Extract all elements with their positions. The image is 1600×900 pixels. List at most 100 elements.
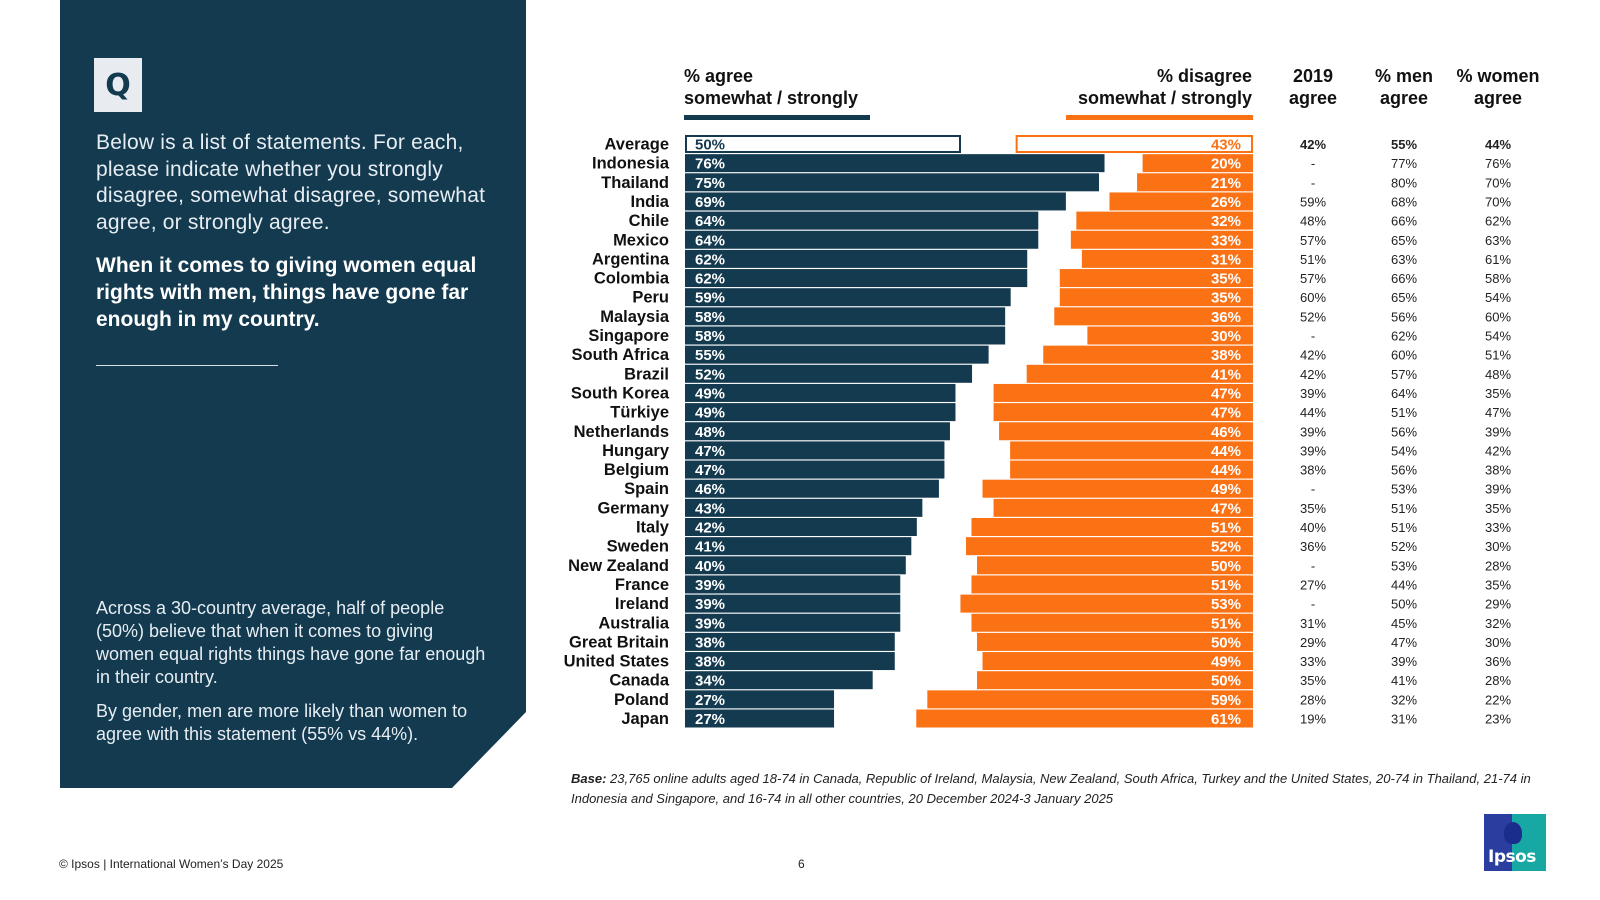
category-label-netherlands: Netherlands xyxy=(574,423,669,441)
disagree-bar-great-britain xyxy=(977,632,1253,651)
disagree-bar-peru xyxy=(1059,288,1253,307)
value-men-malaysia: 56% xyxy=(1391,309,1417,324)
agree-value-singapore: 58% xyxy=(695,328,725,345)
disagree-bar-canada xyxy=(977,671,1253,690)
disagree-value-united-states: 49% xyxy=(1211,654,1241,671)
agree-value-brazil: 52% xyxy=(695,366,725,383)
col-header-2019: 2019 agree xyxy=(1258,65,1368,109)
agree-bar-poland xyxy=(685,690,835,709)
disagree-value-india: 26% xyxy=(1211,194,1241,211)
value-men-peru: 65% xyxy=(1391,290,1417,305)
value-women-india: 70% xyxy=(1485,194,1511,209)
value-men-colombia: 66% xyxy=(1391,271,1417,286)
col-header-2019-line-2: agree xyxy=(1288,88,1338,108)
agree-bar-malaysia xyxy=(685,307,1006,326)
agree-value-united-states: 38% xyxy=(695,654,725,671)
agree-bar-united-states xyxy=(685,652,895,671)
agree-bar-spain xyxy=(685,479,939,498)
value-men-thailand: 80% xyxy=(1391,175,1417,190)
value-2019-average: 42% xyxy=(1300,137,1326,152)
category-label-indonesia: Indonesia xyxy=(592,155,670,173)
agree-bar-ireland xyxy=(685,594,901,613)
value-women-colombia: 58% xyxy=(1485,271,1511,286)
disagree-bar-mexico xyxy=(1070,230,1253,249)
disagree-bar-brazil xyxy=(1026,364,1253,383)
agree-bar-hungary xyxy=(685,441,945,460)
disagree-value-chile: 32% xyxy=(1211,213,1241,230)
value-women-australia: 32% xyxy=(1485,616,1511,631)
agree-value-chile: 64% xyxy=(695,213,725,230)
category-label-peru: Peru xyxy=(632,289,669,307)
disagree-value-peru: 35% xyxy=(1211,290,1241,307)
agree-value-netherlands: 48% xyxy=(695,424,725,441)
agree-value-thailand: 75% xyxy=(695,175,725,192)
disagree-bar-t-rkiye xyxy=(993,403,1253,422)
col-header-women-line-1: % women xyxy=(1456,66,1540,86)
disagree-bar-australia xyxy=(971,613,1253,632)
disagree-value-singapore: 30% xyxy=(1211,328,1241,345)
disagree-value-australia: 51% xyxy=(1211,615,1241,632)
value-men-hungary: 54% xyxy=(1391,443,1417,458)
question-icon: Q xyxy=(94,58,142,112)
disagree-value-new-zealand: 50% xyxy=(1211,558,1241,575)
disagree-bar-india xyxy=(1109,192,1253,211)
agree-bar-south-korea xyxy=(685,383,956,402)
agree-header-line-2: somewhat / strongly xyxy=(684,88,859,108)
disagree-value-spain: 49% xyxy=(1211,481,1241,498)
agree-value-south-korea: 49% xyxy=(695,385,725,402)
value-men-t-rkiye: 51% xyxy=(1391,405,1417,420)
agree-bar-t-rkiye xyxy=(685,403,956,422)
value-men-netherlands: 56% xyxy=(1391,424,1417,439)
summary-paragraph-2: By gender, men are more likely than wome… xyxy=(96,701,468,744)
value-women-mexico: 63% xyxy=(1485,233,1511,248)
value-men-average: 55% xyxy=(1391,137,1417,152)
value-men-argentina: 63% xyxy=(1391,252,1417,267)
disagree-bar-germany xyxy=(993,498,1253,517)
agree-bar-new-zealand xyxy=(685,556,906,575)
agree-value-ireland: 39% xyxy=(695,596,725,613)
value-men-france: 44% xyxy=(1391,577,1417,592)
category-label-singapore: Singapore xyxy=(588,327,669,345)
agree-bar-average xyxy=(685,135,961,153)
category-label-france: France xyxy=(615,576,669,594)
value-women-argentina: 61% xyxy=(1485,252,1511,267)
disagree-bar-belgium xyxy=(1010,460,1253,479)
value-women-south-africa: 51% xyxy=(1485,348,1511,363)
disagree-value-germany: 47% xyxy=(1211,500,1241,517)
agree-bar-indonesia xyxy=(685,154,1105,173)
disagree-bar-average xyxy=(1015,135,1254,153)
agree-bar-chile xyxy=(685,211,1039,230)
value-2019-mexico: 57% xyxy=(1300,233,1326,248)
agree-value-colombia: 62% xyxy=(695,271,725,288)
disagree-value-hungary: 44% xyxy=(1211,443,1241,460)
agree-value-t-rkiye: 49% xyxy=(695,405,725,422)
disagree-value-mexico: 33% xyxy=(1211,232,1241,249)
agree-value-spain: 46% xyxy=(695,481,725,498)
agree-bar-south-africa xyxy=(685,345,989,364)
disagree-value-poland: 59% xyxy=(1211,692,1241,709)
value-men-singapore: 62% xyxy=(1391,329,1417,344)
value-2019-great-britain: 29% xyxy=(1300,635,1326,650)
question-intro: Below is a list of statements. For each,… xyxy=(96,131,486,234)
value-men-australia: 45% xyxy=(1391,616,1417,631)
value-women-hungary: 42% xyxy=(1485,443,1511,458)
agree-bar-sweden xyxy=(685,537,912,556)
value-2019-colombia: 57% xyxy=(1300,271,1326,286)
value-2019-argentina: 51% xyxy=(1300,252,1326,267)
agree-bar-netherlands xyxy=(685,422,950,441)
col-header-women: % women agree xyxy=(1443,65,1553,109)
value-2019-t-rkiye: 44% xyxy=(1300,405,1326,420)
value-2019-australia: 31% xyxy=(1300,616,1326,631)
copyright: © Ipsos | International Women’s Day 2025 xyxy=(59,857,284,871)
disagree-value-thailand: 21% xyxy=(1211,175,1241,192)
value-men-great-britain: 47% xyxy=(1391,635,1417,650)
disagree-value-colombia: 35% xyxy=(1211,271,1241,288)
disagree-bar-colombia xyxy=(1059,269,1253,288)
agree-value-peru: 59% xyxy=(695,290,725,307)
value-2019-ireland: - xyxy=(1311,597,1315,612)
disagree-bar-italy xyxy=(971,518,1253,536)
value-women-germany: 35% xyxy=(1485,501,1511,516)
value-women-belgium: 38% xyxy=(1485,463,1511,478)
agree-bar-brazil xyxy=(685,364,973,383)
